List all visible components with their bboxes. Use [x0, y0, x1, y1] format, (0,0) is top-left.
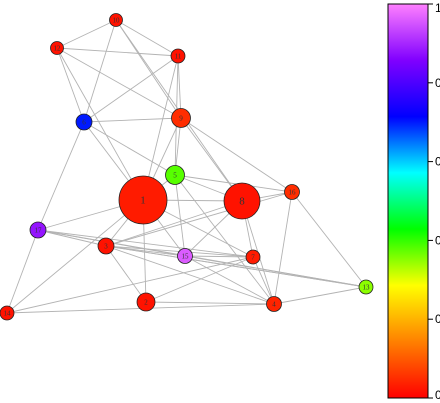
edge-16-13	[291, 191, 367, 288]
node-circle-2	[136, 292, 156, 312]
edge-4-2	[145, 301, 275, 305]
node-circle-11	[170, 48, 186, 64]
node-circle-5	[165, 165, 185, 185]
node-8: 8	[223, 182, 261, 220]
node-circle-9	[171, 108, 191, 128]
node-10: 10	[109, 13, 123, 27]
edge-15-7	[184, 255, 254, 258]
node-4: 4	[266, 296, 282, 312]
colorbar-tick-label-1.0: 1.0	[435, 1, 440, 15]
edge-7-4	[252, 256, 275, 305]
node-circle-13	[358, 279, 374, 295]
edge-9-16	[180, 117, 293, 193]
node-circle-15	[177, 248, 193, 264]
node-1: 1	[118, 175, 168, 225]
colorbar-gradient	[387, 3, 429, 399]
node-5: 5	[165, 165, 185, 185]
edge-16-3	[105, 191, 293, 247]
node-11: 11	[170, 48, 186, 64]
colorbar-tick-label-0.6: 0.6	[435, 155, 440, 169]
edge-7-2	[145, 256, 254, 303]
node-label-10: 10	[113, 17, 121, 25]
node-circle-4	[266, 296, 282, 312]
edge-13-3	[105, 245, 367, 288]
edge-12-1	[56, 47, 144, 201]
node-circle-1	[118, 175, 168, 225]
node-17: 17	[29, 221, 47, 239]
edge-12-11	[56, 47, 179, 57]
edge-15-4	[184, 255, 275, 305]
node-15: 15	[177, 248, 193, 264]
edge-4-13	[273, 286, 367, 305]
colorbar-tick-label-0.4: 0.4	[435, 233, 440, 247]
edge-6-5	[83, 121, 176, 176]
edge-17-7	[37, 229, 254, 258]
node-circle-16	[284, 184, 300, 200]
edge-12-6	[56, 47, 85, 123]
edge-5-16	[174, 174, 293, 193]
edge-11-9	[177, 55, 182, 119]
node-circle-10	[109, 13, 123, 27]
node-label-4: 4	[272, 301, 276, 309]
node-label-9: 9	[179, 115, 183, 123]
node-12: 12	[50, 41, 64, 55]
edge-6-17	[37, 121, 85, 231]
node-label-2: 2	[144, 299, 148, 307]
edge-8-3	[105, 200, 243, 247]
node-6: 6	[75, 113, 93, 131]
node-circle-12	[50, 41, 64, 55]
node-3: 3	[97, 237, 115, 255]
edge-3-2	[105, 245, 147, 303]
edge-5-15	[174, 174, 186, 257]
node-label-17: 17	[35, 227, 43, 235]
edge-5-4	[174, 174, 275, 305]
colorbar-tick-label-0.2: 0.2	[435, 312, 440, 326]
node-13: 13	[358, 279, 374, 295]
edge-17-3	[37, 229, 107, 247]
edge-1-14	[6, 199, 144, 314]
node-16: 16	[284, 184, 300, 200]
colorbar-tick-label-0.8: 0.8	[435, 76, 440, 90]
node-2: 2	[136, 292, 156, 312]
node-circle-3	[97, 237, 115, 255]
node-label-1: 1	[140, 195, 146, 207]
edges-layer	[6, 19, 367, 314]
node-9: 9	[171, 108, 191, 128]
edge-10-11	[115, 19, 179, 57]
node-label-16: 16	[289, 189, 297, 197]
edge-11-1	[142, 55, 179, 201]
edge-6-9	[83, 117, 182, 123]
edge-10-12	[56, 19, 117, 49]
node-label-15: 15	[182, 253, 190, 261]
node-14: 14	[0, 305, 15, 321]
edge-10-6	[83, 19, 117, 123]
edge-17-14	[6, 229, 39, 314]
node-label-6: 6	[82, 119, 86, 127]
edge-11-6	[83, 55, 179, 123]
node-label-5: 5	[173, 172, 177, 180]
node-label-7: 7	[251, 254, 255, 262]
node-circle-14	[0, 305, 15, 321]
node-label-13: 13	[363, 284, 371, 292]
node-label-3: 3	[104, 243, 108, 251]
node-label-8: 8	[239, 196, 245, 208]
node-circle-7	[245, 249, 261, 265]
node-7: 7	[245, 249, 261, 265]
colorbar: 0.0 0.2 0.4 0.6 0.8 1.0	[387, 1, 440, 402]
node-circle-6	[75, 113, 93, 131]
node-circle-8	[223, 182, 261, 220]
node-circle-17	[29, 221, 47, 239]
node-label-11: 11	[175, 53, 182, 61]
node-label-12: 12	[54, 45, 62, 53]
edge-12-9	[56, 47, 182, 119]
edge-16-4	[273, 191, 293, 305]
colorbar-tick-label-0.0: 0.0	[435, 388, 440, 402]
edge-7-14	[6, 256, 254, 314]
node-label-14: 14	[4, 310, 12, 318]
edge-3-4	[105, 245, 275, 305]
